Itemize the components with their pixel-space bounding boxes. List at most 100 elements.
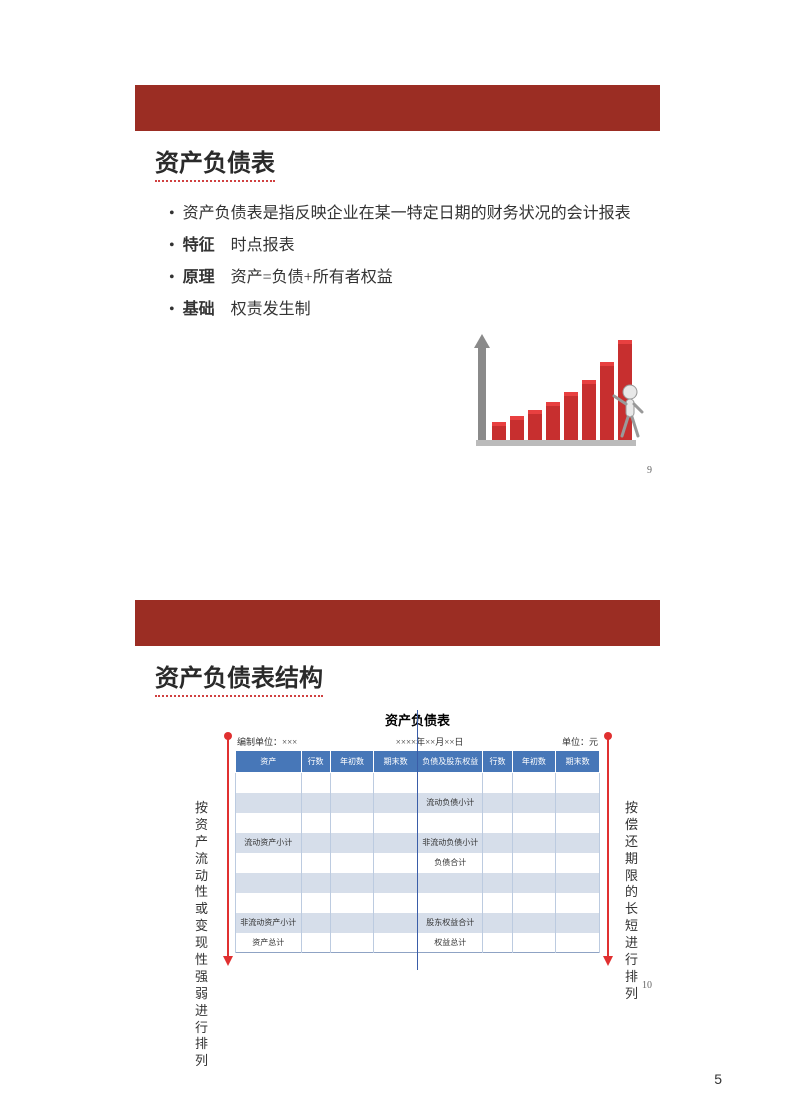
table-cell	[417, 893, 483, 913]
table-cell	[483, 793, 512, 813]
left-arrow-icon	[227, 736, 229, 958]
table-cell	[301, 833, 330, 853]
table-cell	[556, 813, 600, 833]
meta-unit: 编制单位：×××	[237, 735, 297, 748]
table-cell	[330, 873, 374, 893]
table-cell	[483, 933, 512, 953]
table-cell	[374, 833, 418, 853]
table-cell	[374, 813, 418, 833]
bullet-2: 特征 时点报表	[169, 230, 636, 262]
table-cell	[512, 933, 556, 953]
table-cell	[330, 833, 374, 853]
table-cell	[330, 773, 374, 793]
table-cell: 股东权益合计	[417, 913, 483, 933]
table-cell	[301, 773, 330, 793]
table-cell	[301, 853, 330, 873]
table-cell	[556, 793, 600, 813]
table-cell	[374, 873, 418, 893]
table-cell	[483, 873, 512, 893]
slide-balance-sheet-intro: 资产负债表 资产负债表是指反映企业在某一特定日期的财务状况的会计报表 特征 时点…	[135, 85, 660, 480]
bullet-1: 资产负债表是指反映企业在某一特定日期的财务状况的会计报表	[169, 198, 636, 230]
table-header-cell: 期末数	[556, 751, 600, 773]
table-cell	[483, 893, 512, 913]
table-cell	[512, 873, 556, 893]
table-cell	[512, 853, 556, 873]
slide-title: 资产负债表结构	[155, 658, 323, 693]
table-cell	[417, 873, 483, 893]
table-cell	[512, 793, 556, 813]
table-cell: 非流动资产小计	[236, 913, 302, 933]
table-cell: 权益总计	[417, 933, 483, 953]
slide-balance-sheet-structure: 资产负债表结构 按资产流动性或变现性强弱进行排列 按偿还期限的长短进行排列 资产…	[135, 600, 660, 995]
table-cell	[556, 913, 600, 933]
table-header-cell: 资产	[236, 751, 302, 773]
table-header-cell: 行数	[301, 751, 330, 773]
table-cell	[556, 893, 600, 913]
table-header-cell: 年初数	[330, 751, 374, 773]
table-cell	[374, 793, 418, 813]
table-cell	[556, 833, 600, 853]
table-cell	[417, 813, 483, 833]
table-cell	[374, 933, 418, 953]
table-cell: 非流动负债小计	[417, 833, 483, 853]
left-arrow-label: 按资产流动性或变现性强弱进行排列	[195, 800, 209, 1070]
table-cell	[236, 793, 302, 813]
table-cell	[556, 853, 600, 873]
table-cell	[374, 913, 418, 933]
table-cell	[236, 853, 302, 873]
table-header-cell: 行数	[483, 751, 512, 773]
table-cell	[512, 893, 556, 913]
table-cell	[301, 913, 330, 933]
document-page-number: 5	[714, 1071, 722, 1087]
table-cell	[512, 913, 556, 933]
table-cell	[512, 773, 556, 793]
right-arrow-icon	[607, 736, 609, 958]
table-cell	[301, 873, 330, 893]
arrow-up-icon	[474, 334, 490, 440]
meta-currency: 单位：元	[562, 735, 598, 748]
title-box: 资产负债表结构	[155, 658, 323, 697]
table-cell	[301, 793, 330, 813]
meta-date: ××××年××月××日	[396, 735, 464, 748]
table-cell	[236, 873, 302, 893]
table-cell	[556, 873, 600, 893]
table-cell	[301, 893, 330, 913]
table-cell	[301, 933, 330, 953]
bullet-3: 原理 资产=负债+所有者权益	[169, 262, 636, 294]
header-bar	[135, 600, 660, 646]
table-cell	[417, 773, 483, 793]
slide-page-number: 9	[647, 465, 652, 476]
table-cell	[236, 813, 302, 833]
table-cell	[374, 853, 418, 873]
table-cell	[374, 773, 418, 793]
table-cell	[483, 773, 512, 793]
table-cell: 资产总计	[236, 933, 302, 953]
table-cell	[483, 913, 512, 933]
table-cell	[556, 773, 600, 793]
table-cell	[330, 793, 374, 813]
table-cell	[330, 933, 374, 953]
table-cell	[236, 773, 302, 793]
table-cell: 负债合计	[417, 853, 483, 873]
table-cell	[512, 813, 556, 833]
table-cell	[483, 853, 512, 873]
table-cell	[330, 853, 374, 873]
center-divider	[417, 710, 418, 970]
table-cell: 流动负债小计	[417, 793, 483, 813]
table-cell	[330, 913, 374, 933]
table-header-cell: 期末数	[374, 751, 418, 773]
bar-chart-illustration	[470, 320, 650, 460]
table-cell	[236, 893, 302, 913]
table-cell	[301, 813, 330, 833]
slide-title: 资产负债表	[155, 143, 275, 178]
title-box: 资产负债表	[155, 143, 275, 182]
table-cell	[483, 813, 512, 833]
table-cell	[330, 893, 374, 913]
table-cell	[512, 833, 556, 853]
table-cell: 流动资产小计	[236, 833, 302, 853]
header-bar	[135, 85, 660, 131]
table-cell	[374, 893, 418, 913]
table-cell	[330, 813, 374, 833]
bullet-list: 资产负债表是指反映企业在某一特定日期的财务状况的会计报表 特征 时点报表 原理 …	[169, 198, 636, 326]
slide-page-number: 10	[642, 980, 652, 991]
